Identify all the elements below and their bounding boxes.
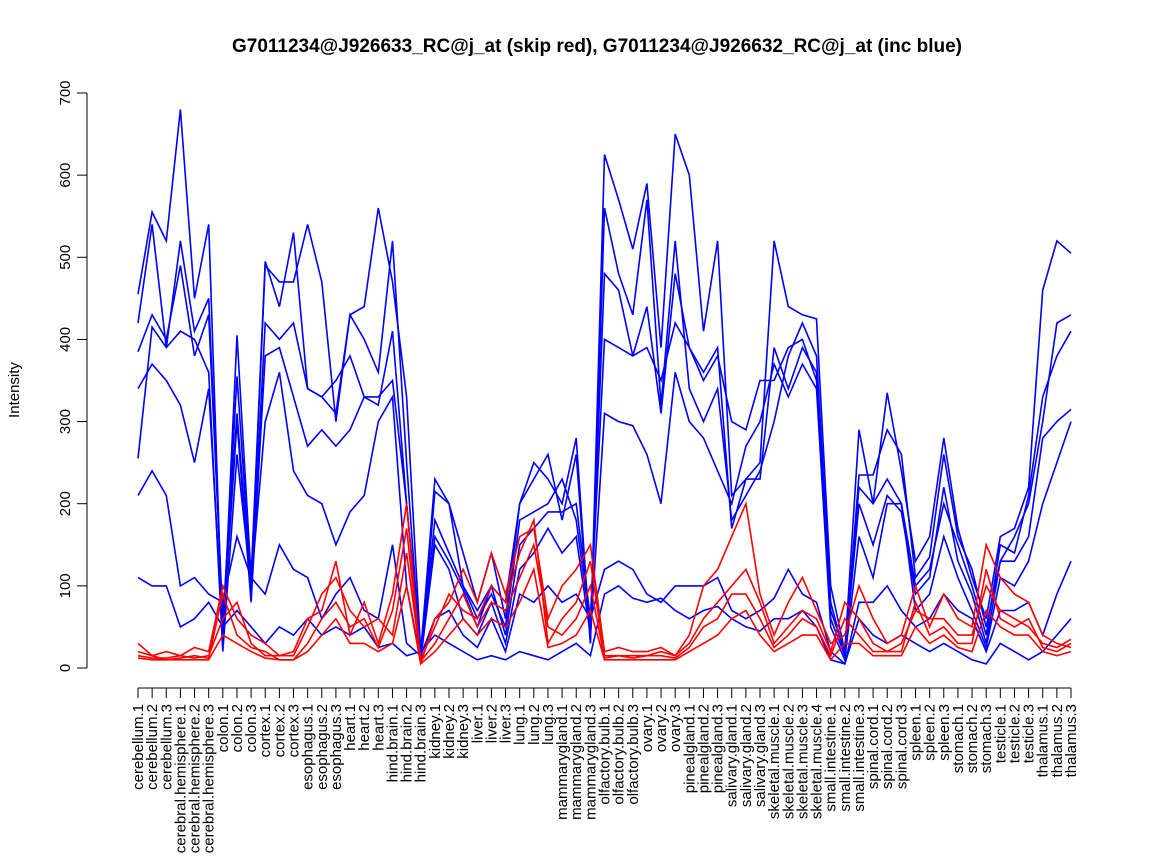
series-line-skip-4 bbox=[137, 566, 1072, 666]
x-tick-label: hind.brain.1 bbox=[384, 704, 401, 782]
chart-title: G7011234@J926633_RC@j_at (skip red), G70… bbox=[232, 36, 962, 57]
x-tick-label: esophagus.2 bbox=[314, 704, 331, 790]
x-tick-label: ovary.1 bbox=[639, 704, 656, 752]
x-tick-label: cerebellum.2 bbox=[144, 704, 161, 790]
x-tick-label: skeletal.muscle.2 bbox=[780, 704, 797, 819]
y-tick-label: 100 bbox=[57, 573, 74, 598]
x-tick-label: testicle.3 bbox=[1021, 704, 1038, 763]
x-tick-label: thalamus.2 bbox=[1049, 704, 1066, 777]
x-tick-label: testicle.2 bbox=[1006, 704, 1023, 763]
y-tick-label: 500 bbox=[57, 245, 74, 270]
y-tick-label: 200 bbox=[57, 491, 74, 516]
x-tick-label: liver.2 bbox=[483, 704, 500, 743]
y-tick-label: 0 bbox=[57, 664, 74, 672]
x-tick-label: lung.1 bbox=[512, 704, 529, 745]
series-line-inc-1 bbox=[137, 109, 1072, 652]
x-tick-label: esophagus.3 bbox=[328, 704, 345, 790]
x-tick-label: hind.brain.3 bbox=[413, 704, 430, 782]
x-tick-label: colon.1 bbox=[215, 704, 232, 752]
x-tick-label: spinal.cord.2 bbox=[879, 704, 896, 789]
x-tick-label: skeletal.muscle.3 bbox=[794, 704, 811, 819]
x-tick-label: spleen.1 bbox=[908, 704, 925, 761]
x-tick-label: cerebral.hemisphere.3 bbox=[201, 704, 218, 853]
x-axis: cerebellum.1cerebellum.2cerebellum.3cere… bbox=[130, 687, 1080, 853]
y-tick-label: 600 bbox=[57, 163, 74, 188]
x-tick-label: small.intestine.1 bbox=[823, 704, 840, 812]
x-tick-label: olfactory.bulb.2 bbox=[611, 704, 628, 805]
x-tick-label: heart.1 bbox=[342, 704, 359, 751]
y-axis-label: Intensity bbox=[6, 362, 23, 418]
x-tick-label: ovary.3 bbox=[667, 704, 684, 752]
x-tick-label: stomach.1 bbox=[950, 704, 967, 773]
x-tick-label: pinealgland.3 bbox=[710, 704, 727, 793]
x-tick-label: cerebellum.1 bbox=[130, 704, 147, 790]
x-tick-label: cortex.1 bbox=[257, 704, 274, 757]
x-tick-label: spinal.cord.1 bbox=[865, 704, 882, 789]
x-tick-label: stomach.3 bbox=[978, 704, 995, 773]
series-line-inc-4 bbox=[137, 320, 1072, 656]
series-line-inc-7 bbox=[137, 576, 1072, 665]
x-tick-label: testicle.1 bbox=[992, 704, 1009, 763]
x-tick-label: ovary.2 bbox=[653, 704, 670, 752]
x-tick-label: hind.brain.2 bbox=[399, 704, 416, 782]
x-tick-label: heart.3 bbox=[370, 704, 387, 751]
x-tick-label: thalamus.3 bbox=[1063, 704, 1080, 777]
x-tick-label: small.intestine.2 bbox=[837, 704, 854, 812]
x-tick-label: colon.2 bbox=[229, 704, 246, 752]
series-line-inc-2 bbox=[137, 199, 1072, 660]
x-tick-label: kidney.2 bbox=[441, 704, 458, 759]
x-tick-label: thalamus.1 bbox=[1035, 704, 1052, 777]
x-tick-label: cerebral.hemisphere.2 bbox=[187, 704, 204, 853]
x-tick-label: cortex.2 bbox=[271, 704, 288, 757]
x-tick-label: small.intestine.3 bbox=[851, 704, 868, 812]
y-tick-label: 700 bbox=[57, 80, 74, 105]
x-tick-label: skeletal.muscle.1 bbox=[766, 704, 783, 819]
x-tick-label: stomach.2 bbox=[964, 704, 981, 773]
x-tick-label: lung.2 bbox=[526, 704, 543, 745]
x-tick-label: spleen.2 bbox=[922, 704, 939, 761]
x-tick-label: heart.2 bbox=[356, 704, 373, 751]
y-tick-label: 300 bbox=[57, 409, 74, 434]
x-tick-label: salivary.gland.1 bbox=[724, 704, 741, 807]
x-tick-label: salivary.gland.3 bbox=[752, 704, 769, 807]
x-tick-label: liver.1 bbox=[469, 704, 486, 743]
x-tick-label: mammarygland.1 bbox=[554, 704, 571, 820]
x-tick-label: mammarygland.2 bbox=[568, 704, 585, 820]
x-tick-label: pinealgland.2 bbox=[695, 704, 712, 793]
x-tick-label: kidney.1 bbox=[427, 704, 444, 759]
x-tick-label: skeletal.muscle.4 bbox=[809, 704, 826, 819]
x-tick-label: salivary.gland.2 bbox=[738, 704, 755, 807]
x-tick-label: olfactory.bulb.1 bbox=[597, 704, 614, 805]
x-tick-label: colon.3 bbox=[243, 704, 260, 752]
x-tick-label: lung.3 bbox=[540, 704, 557, 745]
series-lines bbox=[137, 109, 1072, 666]
y-tick-label: 400 bbox=[57, 327, 74, 352]
x-tick-label: spinal.cord.3 bbox=[893, 704, 910, 789]
x-tick-label: cortex.3 bbox=[286, 704, 303, 757]
x-tick-label: pinealgland.1 bbox=[681, 704, 698, 793]
x-tick-label: liver.3 bbox=[498, 704, 515, 743]
x-tick-label: cerebellum.3 bbox=[158, 704, 175, 790]
series-line-inc-5 bbox=[137, 324, 1072, 663]
x-tick-label: spleen.3 bbox=[936, 704, 953, 761]
x-tick-label: kidney.3 bbox=[455, 704, 472, 759]
y-axis: 0 100 200 300 400 500 600 700 bbox=[57, 80, 88, 672]
x-tick-label: mammarygland.3 bbox=[582, 704, 599, 820]
x-tick-label: cerebral.hemisphere.1 bbox=[172, 704, 189, 853]
x-tick-label: esophagus.1 bbox=[300, 704, 317, 790]
x-tick-label: olfactory.bulb.3 bbox=[625, 704, 642, 805]
